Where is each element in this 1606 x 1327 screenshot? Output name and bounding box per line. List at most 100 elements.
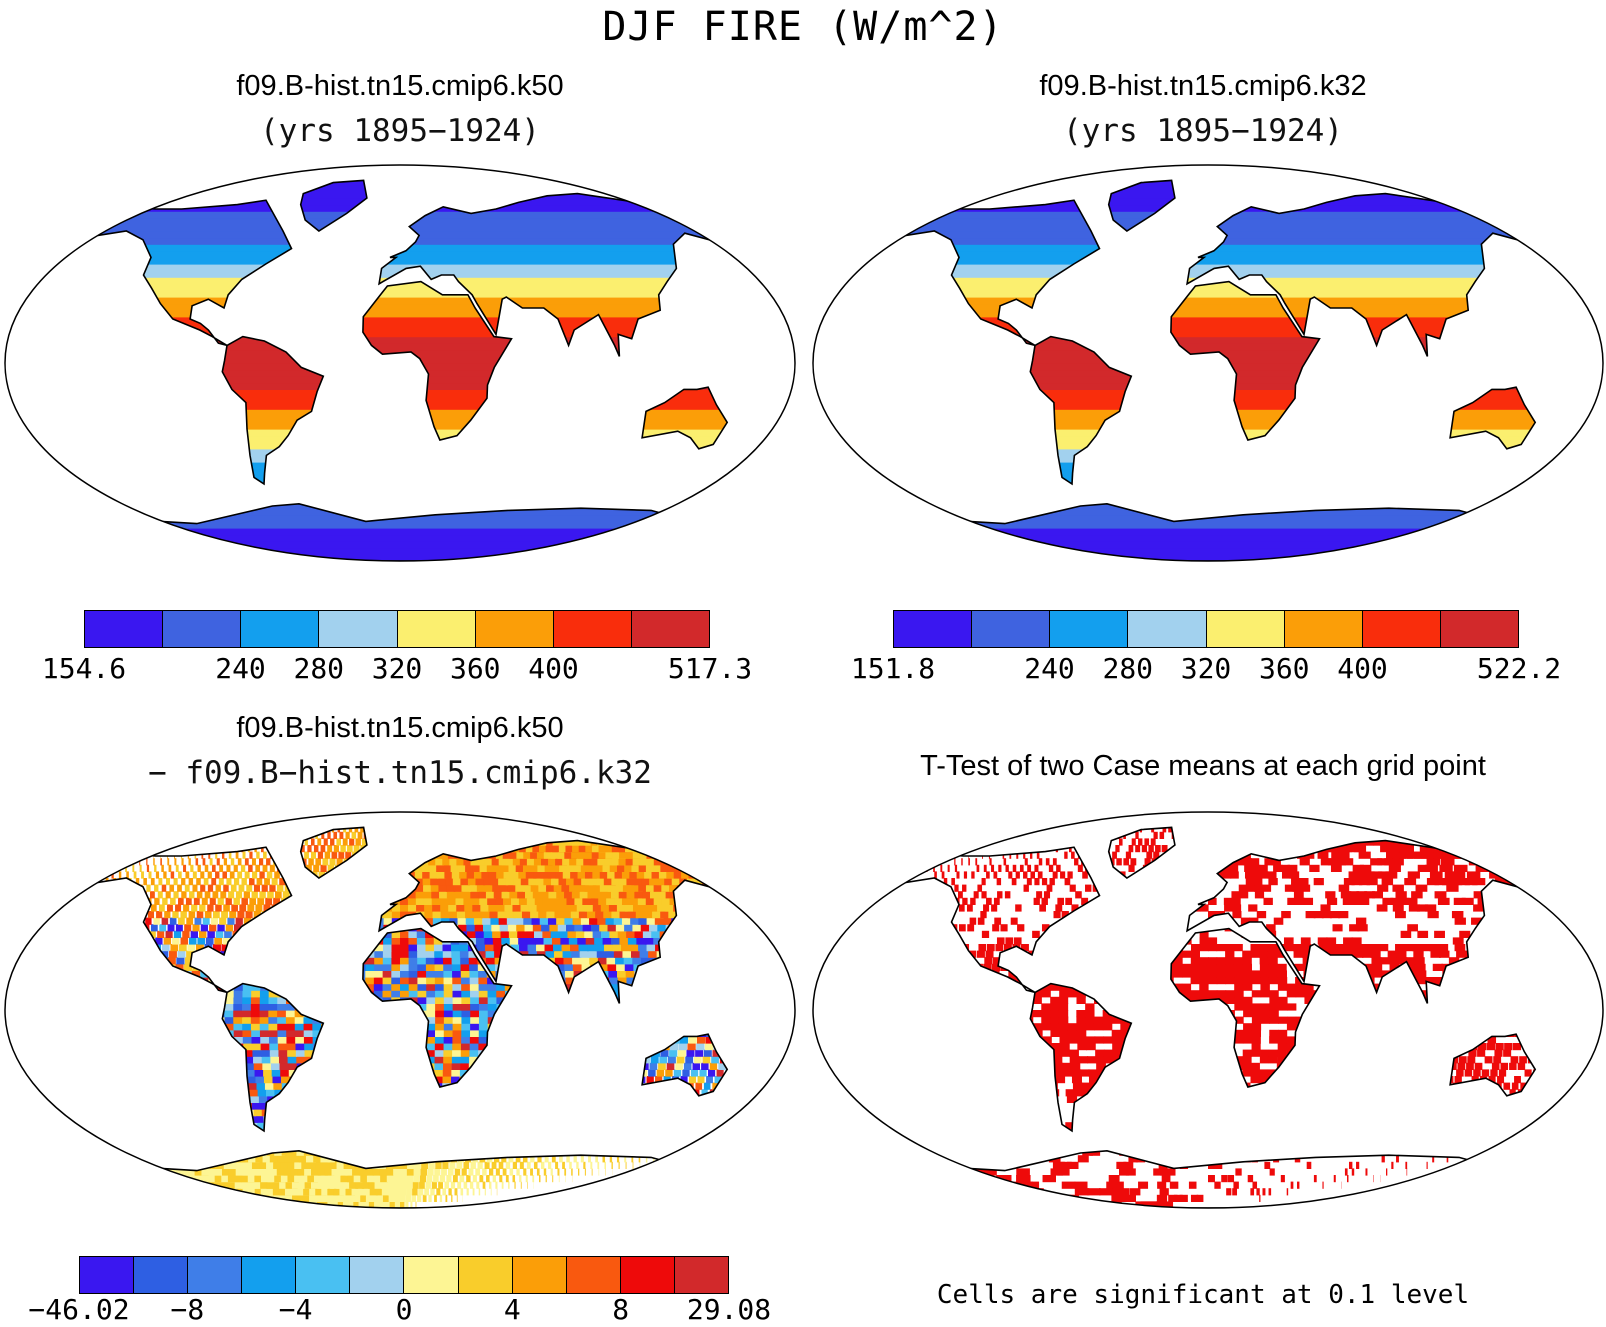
field-cell [168, 864, 172, 872]
field-cell [183, 963, 193, 971]
field-cell [629, 871, 643, 879]
field-cell [382, 990, 392, 998]
field-cell [310, 1168, 322, 1176]
field-cell [365, 1168, 375, 1176]
field-cell [480, 904, 491, 912]
field-cell [499, 924, 510, 932]
field-cell [673, 871, 688, 879]
field-cell [588, 950, 599, 958]
field-cell [224, 1023, 235, 1031]
field-cell [391, 963, 401, 971]
field-cell [434, 1194, 437, 1202]
field-cell [151, 1188, 174, 1196]
field-cell [434, 983, 445, 991]
field-cell [616, 904, 629, 912]
field-cell [579, 891, 591, 899]
field-cell [208, 851, 211, 859]
field-cell [256, 1082, 267, 1090]
field-cell [426, 1175, 433, 1183]
field-cell [630, 950, 642, 958]
field-cell [223, 858, 228, 866]
field-cell [20, 937, 26, 944]
field-cell [235, 917, 243, 925]
field-cell [478, 990, 489, 998]
field-cell [423, 897, 433, 905]
field-cell [270, 1201, 306, 1208]
field-cell [365, 977, 375, 985]
field-cell [400, 1175, 407, 1183]
field-cell [406, 1181, 413, 1189]
field-cell [336, 1161, 346, 1169]
field-cell [569, 884, 581, 892]
field-cell [212, 1188, 231, 1196]
field-cell [473, 917, 484, 925]
field-cell [472, 864, 482, 872]
field-cell [550, 1168, 553, 1176]
field-cell [219, 864, 224, 872]
field-cell [343, 1194, 354, 1202]
field-cell [454, 1168, 461, 1176]
field-cell [513, 878, 524, 886]
field-cell [188, 911, 196, 919]
field-cell [96, 1148, 112, 1156]
field-cell [443, 1003, 454, 1011]
field-cell [562, 1161, 565, 1169]
field-cell [462, 891, 472, 899]
field-cell [657, 924, 669, 932]
field-cell [211, 864, 216, 872]
field-cell [323, 1181, 335, 1189]
field-cell [711, 1056, 719, 1064]
field-cell [308, 858, 314, 866]
field-cell [304, 851, 309, 859]
field-cell [146, 858, 148, 866]
field-cell [696, 1043, 705, 1051]
field-cell [386, 1168, 394, 1176]
field-cell [541, 924, 552, 932]
field-cell [226, 864, 231, 872]
field-cell [428, 864, 438, 872]
field-cell [487, 983, 497, 991]
field-cell [434, 1049, 444, 1057]
field-cell [380, 1181, 389, 1189]
field-cell [445, 1194, 448, 1202]
field-cell [474, 924, 485, 932]
field-cell [452, 878, 463, 886]
field-cell [469, 977, 480, 985]
field-cell [415, 1201, 417, 1208]
map-panel-k50-mean [4, 164, 796, 562]
field-cell [460, 1043, 471, 1051]
field-cell [321, 1188, 333, 1196]
field-cell [382, 970, 392, 978]
field-cell [51, 1122, 64, 1129]
panel-3-title: f09.B-hist.tn15.cmip6.k50 [236, 712, 564, 744]
field-cell [216, 858, 220, 866]
field-cell [414, 871, 424, 879]
field-cell [435, 1161, 442, 1169]
field-cell [639, 1161, 641, 1169]
field-cell [89, 1155, 105, 1163]
field-cell [103, 1155, 119, 1163]
field-cell [599, 871, 612, 879]
field-cell [577, 937, 588, 945]
field-cell [632, 924, 644, 932]
field-cell [560, 904, 572, 912]
field-cell [451, 1076, 460, 1084]
field-cell [520, 1181, 522, 1189]
field-cell [268, 1023, 279, 1031]
field-cell [382, 963, 392, 971]
field-cell [108, 1175, 128, 1183]
field-cell [400, 897, 409, 905]
field-cell [67, 1149, 82, 1156]
field-cell [393, 1188, 401, 1196]
field-cell [491, 924, 502, 932]
field-cell [637, 897, 650, 905]
field-cell [461, 996, 471, 1004]
field-cell [632, 904, 645, 912]
field-cell [56, 891, 59, 898]
field-cell [400, 904, 409, 912]
field-cell [417, 963, 427, 971]
field-cell [576, 1161, 579, 1169]
field-cell [166, 1201, 227, 1208]
field-cell [278, 1049, 289, 1057]
field-cell [246, 1069, 257, 1077]
